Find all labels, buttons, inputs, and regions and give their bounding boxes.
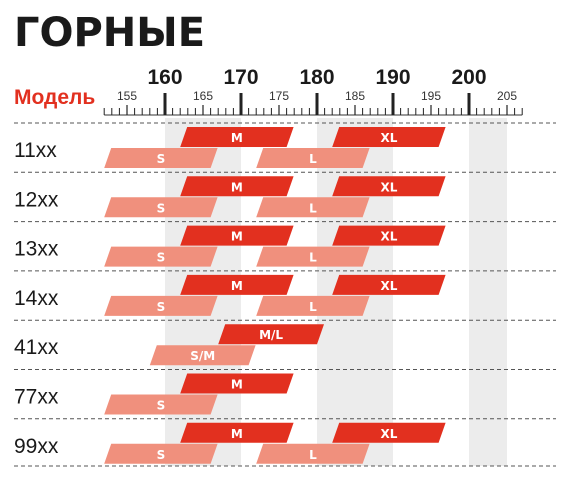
model-row: 99xx S M L XL <box>14 418 556 464</box>
size-bar-l <box>256 197 370 218</box>
minor-tick-label: 185 <box>345 89 365 103</box>
size-bar-label: M <box>231 378 243 392</box>
size-bar-label: S <box>157 399 166 413</box>
chart-title: ГОРНЫЕ <box>14 10 205 56</box>
size-bar-label: XL <box>380 230 397 244</box>
size-bar-xl <box>332 274 446 295</box>
major-tick-label: 190 <box>375 66 410 89</box>
model-row: 14xx S M L XL <box>14 270 556 316</box>
size-bar-m <box>180 373 294 394</box>
major-tick-label: 180 <box>299 66 334 89</box>
size-bar-label: S <box>157 300 166 314</box>
size-bar-m <box>180 127 294 147</box>
size-bar-xl <box>332 127 446 147</box>
minor-tick-label: 165 <box>193 89 213 103</box>
size-bar-s <box>104 394 218 415</box>
x-axis: 160 170 180 190 200 155 165 175 185 195 205 <box>103 66 523 116</box>
model-row: 77xx S M <box>14 369 556 415</box>
size-bar-label: M <box>231 230 243 244</box>
minor-tick-label: 195 <box>421 89 441 103</box>
size-bar-label: M <box>231 131 243 145</box>
model-column-header: Модель <box>14 86 95 109</box>
minor-tick-label: 205 <box>497 89 517 103</box>
size-bar-m <box>180 176 294 197</box>
size-bar-label: XL <box>380 131 397 145</box>
size-bar-l <box>256 246 370 267</box>
model-rows: 11xx S M L XL 12xx S M L XL 13xx S M L XL 14xx S M L XL 41xx… <box>14 122 556 467</box>
size-bar-label: XL <box>380 279 397 293</box>
size-bar-label: M <box>231 180 243 194</box>
size-bar-xl <box>332 422 446 443</box>
size-bar-l <box>256 148 370 168</box>
size-bar-m <box>180 225 294 246</box>
grid-band <box>469 118 507 466</box>
size-bar-label: L <box>309 152 317 166</box>
model-label: 77xx <box>14 386 59 409</box>
model-label: 99xx <box>14 435 59 458</box>
size-bar-label: S/M <box>190 349 215 363</box>
size-bar-label: S <box>157 448 166 462</box>
model-row: 41xx S/M M/L <box>14 319 556 366</box>
size-bar-s <box>104 197 218 218</box>
major-tick-label: 200 <box>451 66 486 89</box>
size-bar-label: L <box>309 448 317 462</box>
size-bar-m <box>180 274 294 295</box>
size-bar-s <box>104 295 218 316</box>
model-label: 12xx <box>14 188 59 211</box>
major-tick-label: 160 <box>147 66 182 89</box>
model-row: 12xx S M L XL <box>14 171 556 218</box>
size-bar-label: S <box>157 251 166 265</box>
size-bar-label: L <box>309 251 317 265</box>
size-bar-label: M <box>231 279 243 293</box>
size-bar-m <box>180 422 294 443</box>
model-label: 13xx <box>14 238 59 261</box>
size-bar-s <box>104 443 218 464</box>
size-bar-label: XL <box>380 427 397 441</box>
size-bar-xl <box>332 176 446 197</box>
size-bar-s <box>104 148 218 168</box>
size-bar-label: L <box>309 300 317 314</box>
model-label: 14xx <box>14 287 59 310</box>
model-row: 11xx S M L XL <box>14 122 556 168</box>
size-bar-m-l <box>218 324 324 345</box>
size-bar-label: S <box>157 201 166 215</box>
major-tick-label: 170 <box>223 66 258 89</box>
model-row: 13xx S M L XL <box>14 221 556 267</box>
size-bar-label: M/L <box>259 328 283 342</box>
model-label: 11xx <box>14 139 57 162</box>
size-bar-label: S <box>157 152 166 166</box>
size-bar-label: XL <box>380 180 397 194</box>
size-bar-label: L <box>309 201 317 215</box>
minor-tick-label: 155 <box>117 89 137 103</box>
size-bar-s-m <box>149 345 256 366</box>
size-bar-l <box>256 295 370 316</box>
size-bar-xl <box>332 225 446 246</box>
size-bar-s <box>104 246 218 267</box>
minor-tick-label: 175 <box>269 89 289 103</box>
model-label: 41xx <box>14 336 59 359</box>
size-bar-label: M <box>231 427 243 441</box>
size-bar-l <box>256 443 370 464</box>
